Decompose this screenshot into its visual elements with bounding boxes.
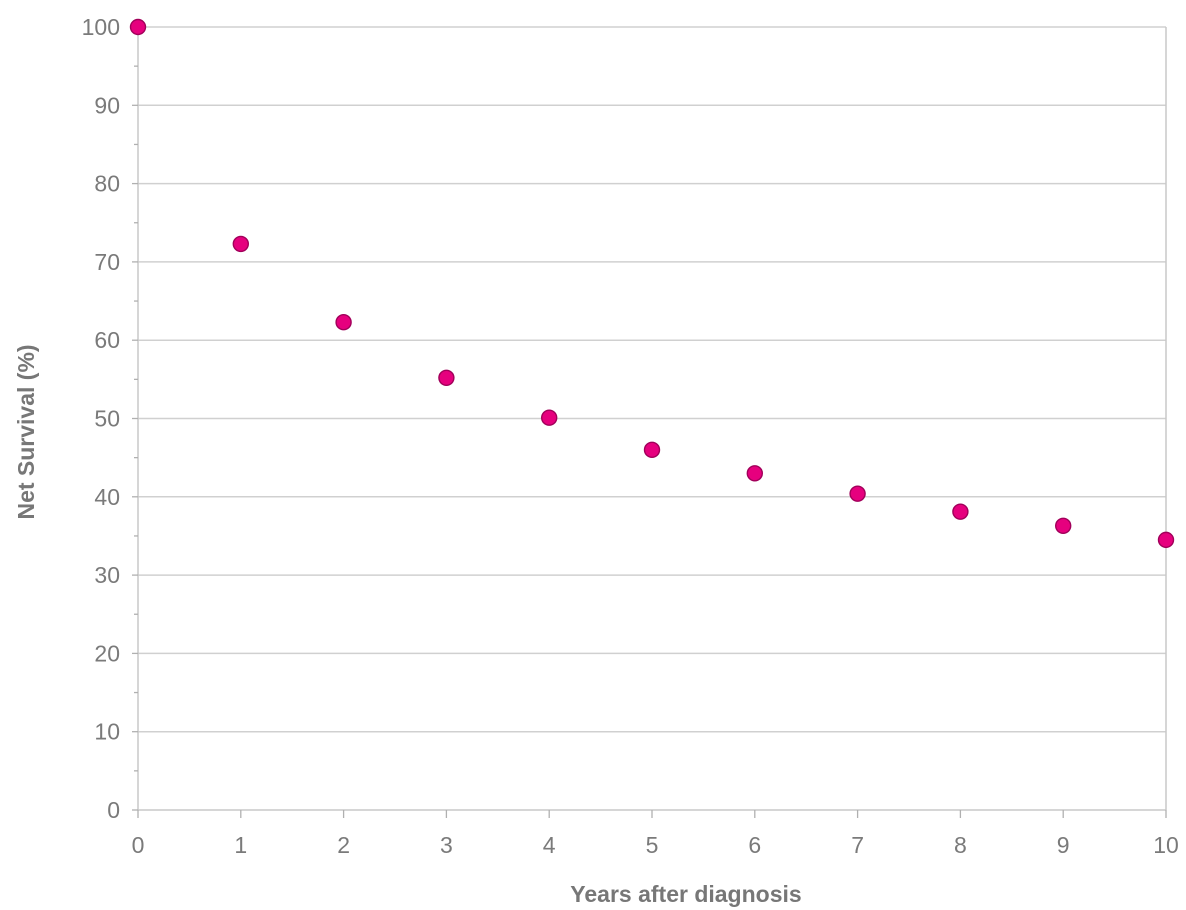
data-point [1157, 531, 1175, 549]
data-point [232, 235, 250, 253]
data-point [746, 465, 763, 482]
y-tick-label: 90 [94, 92, 120, 118]
x-tick-label: 9 [1057, 832, 1070, 858]
x-tick-label: 5 [646, 832, 659, 858]
y-axis-title: Net Survival (%) [13, 344, 39, 519]
data-point [952, 503, 969, 520]
x-axis-title: Years after diagnosis [570, 881, 801, 907]
data-point [643, 441, 661, 459]
y-tick-label: 70 [94, 249, 120, 275]
y-tick-label: 20 [94, 640, 120, 666]
data-point [129, 18, 147, 36]
x-tick-label: 8 [954, 832, 967, 858]
y-tick-label: 60 [94, 327, 120, 353]
x-tick-label: 7 [851, 832, 864, 858]
data-point [849, 485, 866, 502]
data-point [541, 409, 558, 426]
data-point [335, 313, 352, 331]
grid-layer [138, 26, 1166, 733]
y-tick-label: 40 [94, 484, 120, 510]
y-tick-label: 50 [94, 406, 120, 432]
tick-layer: 0 10 20 30 40 50 60 70 80 90 100 0 1 2 3 4 5 6 7 8 9 10 [82, 14, 1179, 858]
x-tick-label: 4 [543, 832, 556, 858]
y-tick-label: 0 [107, 797, 120, 823]
y-tick-label: 100 [82, 14, 120, 40]
x-tick-label: 10 [1153, 832, 1179, 858]
x-tick-label: 6 [748, 832, 761, 858]
point-layer [129, 18, 1175, 549]
data-point [1054, 517, 1072, 534]
x-tick-label: 0 [132, 832, 145, 858]
x-tick-label: 2 [337, 832, 350, 858]
y-tick-label: 80 [94, 171, 120, 197]
data-point [438, 369, 455, 386]
x-tick-label: 3 [440, 832, 453, 858]
y-tick-label: 10 [94, 719, 120, 745]
y-tick-label: 30 [94, 562, 120, 588]
x-tick-label: 1 [234, 832, 247, 858]
